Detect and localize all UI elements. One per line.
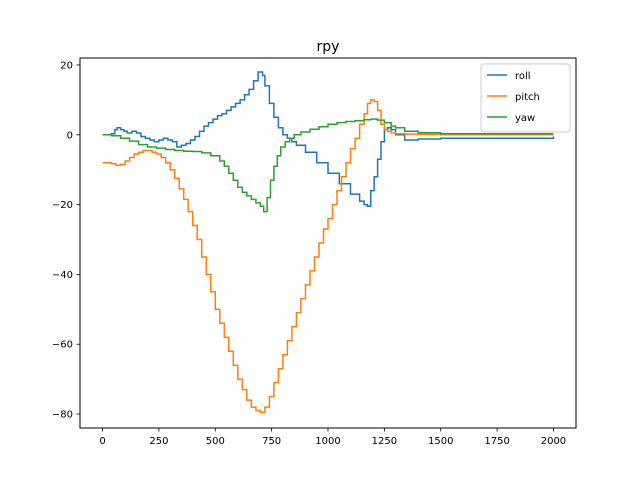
y-tick-label: −20 <box>52 200 73 211</box>
series-line-pitch <box>102 99 554 414</box>
x-tick-label: 1750 <box>484 436 509 447</box>
legend-label-yaw: yaw <box>515 113 535 124</box>
y-tick-label: 20 <box>60 60 73 71</box>
legend: roll pitch yaw <box>480 63 571 133</box>
series-line-roll <box>102 71 555 208</box>
x-axis: 0 250 500 750 1000 1250 1500 1750 2000 <box>99 428 566 447</box>
y-tick-label: −60 <box>52 340 73 351</box>
series-line-yaw <box>102 118 554 213</box>
x-tick-label: 0 <box>99 436 105 447</box>
x-tick-label: 1250 <box>372 436 397 447</box>
y-axis: −80 −60 −40 −20 0 20 <box>52 60 80 421</box>
y-tick-label: −40 <box>52 270 73 281</box>
chart-title: rpy <box>317 39 340 55</box>
x-tick-label: 750 <box>262 436 281 447</box>
y-tick-label: 0 <box>67 130 73 141</box>
legend-label-roll: roll <box>515 71 531 82</box>
x-tick-label: 500 <box>206 436 225 447</box>
legend-box <box>480 63 571 133</box>
x-tick-label: 1500 <box>428 436 453 447</box>
y-tick-label: −80 <box>52 410 73 421</box>
legend-label-pitch: pitch <box>515 92 540 103</box>
x-tick-label: 250 <box>149 436 168 447</box>
x-tick-label: 2000 <box>541 436 566 447</box>
x-tick-label: 1000 <box>315 436 340 447</box>
series-layer <box>102 71 555 414</box>
